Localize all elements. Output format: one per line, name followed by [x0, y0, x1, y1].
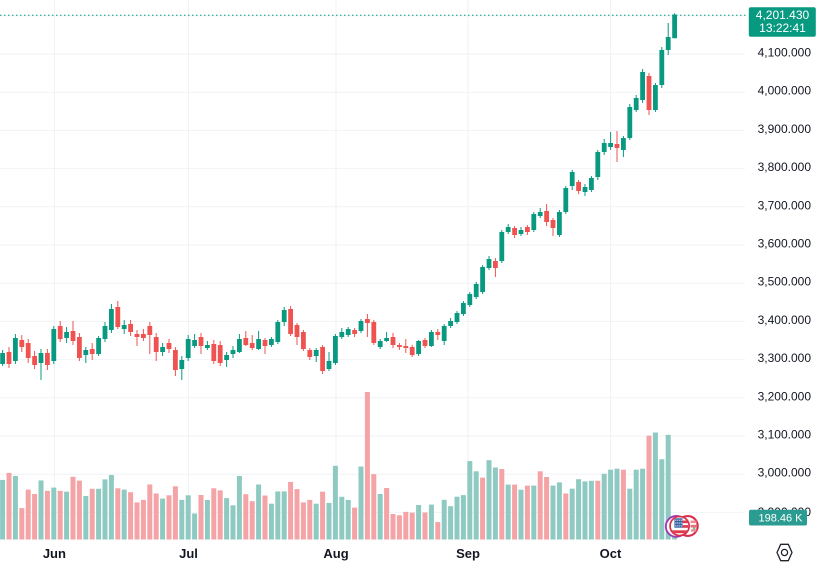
svg-text:3,100.000: 3,100.000 [758, 428, 812, 442]
svg-text:Sep: Sep [456, 546, 480, 561]
svg-text:Jun: Jun [43, 546, 66, 561]
svg-text:3,600.000: 3,600.000 [758, 237, 812, 251]
svg-text:4,000.000: 4,000.000 [758, 84, 812, 98]
svg-text:Oct: Oct [600, 546, 622, 561]
svg-text:3,800.000: 3,800.000 [758, 160, 812, 174]
svg-text:3,300.000: 3,300.000 [758, 351, 812, 365]
svg-text:3,000.000: 3,000.000 [758, 466, 812, 480]
svg-text:4,100.000: 4,100.000 [758, 46, 812, 60]
svg-text:4,201.430: 4,201.430 [756, 8, 810, 22]
svg-text:198.46 K: 198.46 K [758, 513, 803, 525]
svg-text:Jul: Jul [179, 546, 198, 561]
svg-text:3,900.000: 3,900.000 [758, 122, 812, 136]
svg-text:3,400.000: 3,400.000 [758, 313, 812, 327]
svg-text:Aug: Aug [323, 546, 348, 561]
svg-text:3,700.000: 3,700.000 [758, 198, 812, 212]
svg-text:3,500.000: 3,500.000 [758, 275, 812, 289]
svg-text:13:22:41: 13:22:41 [759, 21, 806, 35]
svg-text:3,200.000: 3,200.000 [758, 389, 812, 403]
